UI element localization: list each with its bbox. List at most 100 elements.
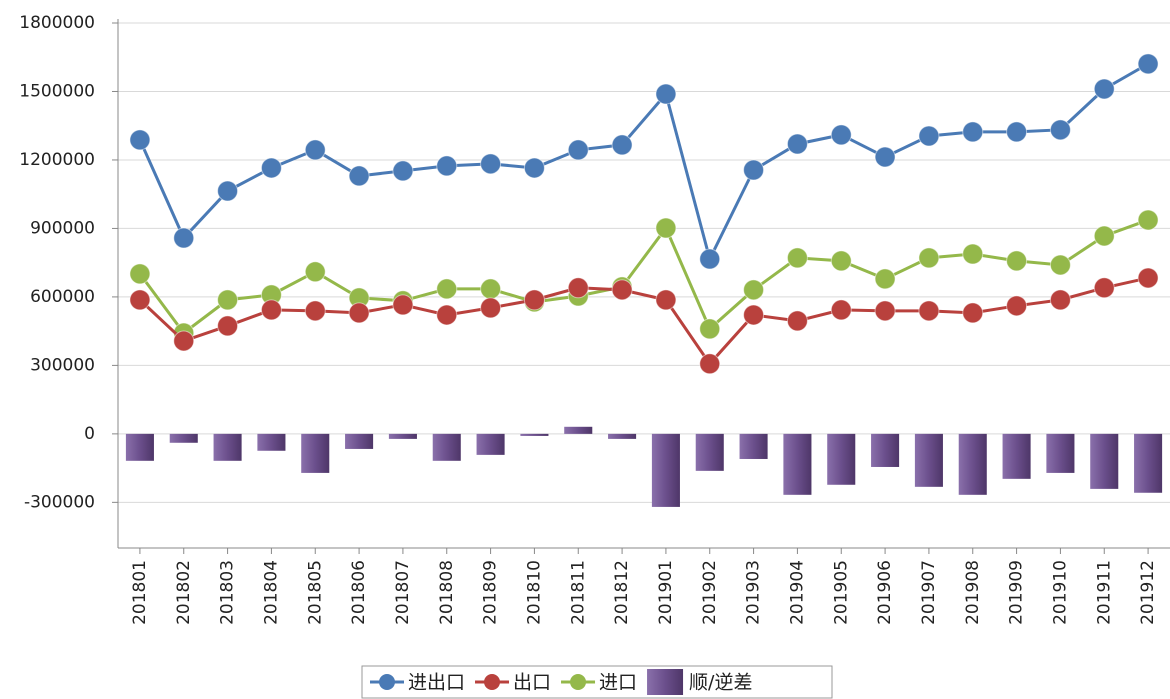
marker bbox=[523, 157, 545, 179]
x-tick-label: 201807 bbox=[393, 560, 413, 625]
legend-marker bbox=[570, 674, 587, 690]
bar bbox=[827, 433, 856, 485]
marker bbox=[480, 153, 502, 175]
legend-swatch bbox=[647, 669, 684, 695]
bar bbox=[432, 433, 461, 461]
marker bbox=[260, 157, 282, 179]
x-tick-label: 201809 bbox=[481, 560, 501, 625]
bar bbox=[388, 433, 417, 439]
bar bbox=[476, 433, 505, 455]
marker bbox=[699, 318, 721, 340]
line bbox=[138, 276, 1149, 367]
marker bbox=[173, 330, 195, 352]
marker bbox=[436, 155, 458, 177]
bar bbox=[1002, 433, 1031, 479]
marker bbox=[743, 159, 765, 181]
marker bbox=[874, 268, 896, 290]
marker bbox=[874, 146, 896, 168]
x-tick-label: 201908 bbox=[963, 560, 983, 625]
x-tick-label: 201910 bbox=[1050, 560, 1070, 625]
marker bbox=[1093, 277, 1115, 299]
marker bbox=[611, 279, 633, 301]
marker bbox=[962, 121, 984, 143]
marker bbox=[480, 297, 502, 319]
x-tick-label: 201904 bbox=[787, 560, 807, 625]
y-tick-label: -300000 bbox=[24, 492, 95, 512]
marker bbox=[1006, 250, 1028, 272]
y-tick-label: 300000 bbox=[30, 355, 95, 375]
marker bbox=[1137, 209, 1159, 231]
marker bbox=[480, 278, 502, 300]
marker bbox=[1049, 254, 1071, 276]
marker bbox=[655, 289, 677, 311]
bar bbox=[1090, 433, 1119, 489]
bar bbox=[301, 433, 330, 473]
marker bbox=[743, 279, 765, 301]
legend-label: 进出口 bbox=[408, 672, 465, 694]
marker bbox=[129, 263, 151, 285]
x-tick-label: 201909 bbox=[1007, 560, 1027, 625]
marker bbox=[436, 278, 458, 300]
x-tick-label: 201803 bbox=[218, 560, 238, 625]
x-tick-label: 201811 bbox=[568, 560, 588, 625]
marker bbox=[1006, 121, 1028, 143]
bar bbox=[958, 433, 987, 495]
line bbox=[138, 62, 1149, 264]
bar bbox=[783, 433, 812, 495]
marker bbox=[217, 180, 239, 202]
line bbox=[138, 218, 1149, 336]
marker bbox=[918, 247, 940, 269]
marker bbox=[523, 289, 545, 311]
marker bbox=[830, 299, 852, 321]
marker bbox=[348, 165, 370, 187]
y-tick-label: 600000 bbox=[30, 287, 95, 307]
x-tick-label: 201907 bbox=[919, 560, 939, 625]
marker bbox=[567, 139, 589, 161]
marker bbox=[874, 300, 896, 322]
bar bbox=[695, 433, 724, 471]
x-tick-label: 201802 bbox=[174, 560, 194, 625]
bar bbox=[871, 433, 900, 467]
marker bbox=[1093, 225, 1115, 247]
x-tick-label: 201805 bbox=[305, 560, 325, 625]
x-tick-label: 201911 bbox=[1094, 560, 1114, 625]
marker bbox=[304, 139, 326, 161]
marker bbox=[786, 310, 808, 332]
x-tick-label: 201812 bbox=[612, 560, 632, 625]
legend-marker bbox=[379, 674, 395, 690]
legend-marker bbox=[484, 674, 501, 690]
marker bbox=[1137, 267, 1159, 289]
marker bbox=[655, 217, 677, 239]
marker bbox=[129, 129, 151, 151]
marker bbox=[392, 160, 414, 182]
y-tick-label: 1200000 bbox=[19, 150, 95, 170]
bar bbox=[564, 426, 593, 434]
bar bbox=[169, 433, 198, 443]
bar bbox=[125, 433, 154, 461]
marker bbox=[260, 299, 282, 321]
bar bbox=[520, 433, 549, 436]
x-tick-label: 201806 bbox=[349, 560, 369, 625]
y-tick-label: 0 bbox=[84, 424, 95, 444]
x-tick-label: 201810 bbox=[524, 560, 544, 625]
bar bbox=[608, 433, 637, 439]
bar bbox=[257, 433, 286, 451]
marker bbox=[655, 83, 677, 105]
bar bbox=[914, 433, 943, 487]
marker bbox=[304, 261, 326, 283]
marker bbox=[1049, 119, 1071, 141]
x-tick-label: 201804 bbox=[261, 560, 281, 625]
legend-label: 进口 bbox=[599, 672, 637, 694]
bar bbox=[1046, 433, 1075, 473]
x-tick-label: 201912 bbox=[1138, 560, 1158, 625]
x-tick-label: 201801 bbox=[130, 560, 150, 625]
marker bbox=[786, 133, 808, 155]
marker bbox=[611, 134, 633, 156]
x-tick-label: 201902 bbox=[700, 560, 720, 625]
marker bbox=[1006, 295, 1028, 317]
marker bbox=[743, 304, 765, 326]
marker bbox=[217, 315, 239, 337]
bar bbox=[651, 433, 680, 507]
bar bbox=[345, 433, 374, 449]
